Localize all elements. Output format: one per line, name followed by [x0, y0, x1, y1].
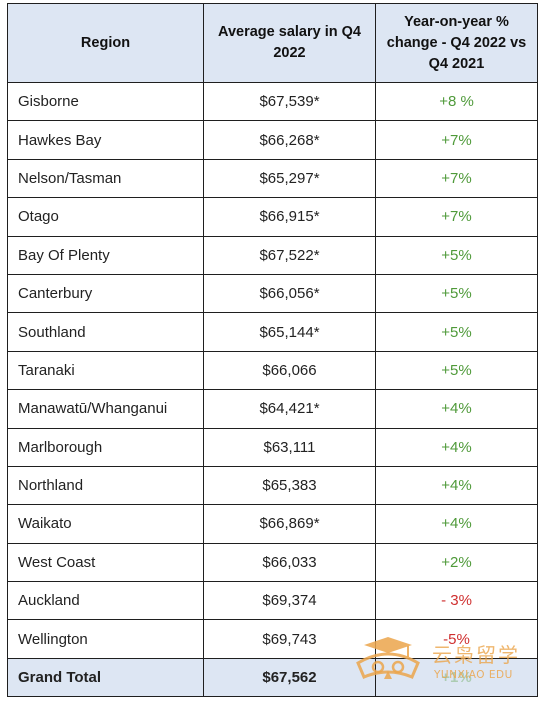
salary-cell: $65,144*	[203, 312, 376, 352]
table-row: Hawkes Bay $66,268* +7%	[7, 120, 538, 160]
table-row: Wellington $69,743 -5%	[7, 619, 538, 659]
salary-cell: $65,383	[203, 465, 376, 506]
change-cell: +7%	[375, 197, 538, 237]
change-cell: +7%	[375, 158, 538, 199]
table-row: West Coast $66,033 +2%	[7, 542, 538, 583]
salary-cell: $66,268*	[203, 120, 376, 160]
salary-table: Region Average salary in Q4 2022 Year-on…	[7, 3, 538, 697]
table-body: Gisborne $67,539* +8 % Hawkes Bay $66,268* +7…	[7, 81, 538, 659]
change-cell: -5%	[375, 619, 538, 659]
region-cell: Nelson/Tasman	[7, 158, 204, 199]
region-cell: Wellington	[7, 619, 204, 659]
table-row: Gisborne $67,539* +8 %	[7, 81, 538, 122]
region-cell: Otago	[7, 197, 204, 237]
total-change: +1%	[375, 657, 538, 697]
salary-cell: $66,915*	[203, 197, 376, 237]
table-row: Waikato $66,869* +4%	[7, 504, 538, 544]
change-cell: +5%	[375, 350, 538, 391]
change-cell: +8 %	[375, 81, 538, 122]
region-cell: West Coast	[7, 542, 204, 583]
region-cell: Canterbury	[7, 273, 204, 314]
change-cell: +4%	[375, 465, 538, 506]
salary-cell: $66,056*	[203, 273, 376, 314]
total-region: Grand Total	[7, 657, 204, 697]
table-header: Region Average salary in Q4 2022 Year-on…	[7, 3, 538, 83]
header-region: Region	[7, 3, 204, 83]
change-cell: +5%	[375, 273, 538, 314]
region-cell: Auckland	[7, 581, 204, 621]
header-salary: Average salary in Q4 2022	[203, 3, 376, 83]
region-cell: Manawatū/Whanganui	[7, 389, 204, 429]
salary-cell: $66,066	[203, 350, 376, 391]
salary-cell: $64,421*	[203, 389, 376, 429]
header-change: Year-on-year % change - Q4 2022 vs Q4 20…	[375, 3, 538, 83]
salary-cell: $67,539*	[203, 81, 376, 122]
table-row: Auckland $69,374- 3%	[7, 581, 538, 621]
change-cell: +4%	[375, 504, 538, 544]
salary-cell: $69,374	[203, 581, 376, 621]
salary-cell: $63,111	[203, 427, 376, 467]
region-cell: Taranaki	[7, 350, 204, 391]
salary-cell: $67,522*	[203, 235, 376, 275]
table-row: Otago $66,915* +7%	[7, 197, 538, 237]
grand-total-row: Grand Total $67,562 +1%	[7, 657, 538, 697]
table-row: Manawatū/Whanganui $64,421* +4%	[7, 389, 538, 429]
salary-cell: $66,033	[203, 542, 376, 583]
salary-cell: $65,297*	[203, 158, 376, 199]
table-row: Nelson/Tasman $65,297* +7%	[7, 158, 538, 199]
change-cell: +4%	[375, 389, 538, 429]
total-salary: $67,562	[203, 657, 376, 697]
table-row: Canterbury $66,056* +5%	[7, 273, 538, 314]
region-cell: Northland	[7, 465, 204, 506]
table-row: Marlborough $63,111 +4%	[7, 427, 538, 467]
region-cell: Waikato	[7, 504, 204, 544]
salary-cell: $66,869*	[203, 504, 376, 544]
table-row: Southland $65,144* +5%	[7, 312, 538, 352]
change-cell: +7%	[375, 120, 538, 160]
change-cell: - 3%	[375, 581, 538, 621]
change-cell: +4%	[375, 427, 538, 467]
change-cell: +5%	[375, 312, 538, 352]
region-cell: Southland	[7, 312, 204, 352]
salary-cell: $69,743	[203, 619, 376, 659]
region-cell: Gisborne	[7, 81, 204, 122]
region-cell: Marlborough	[7, 427, 204, 467]
change-cell: +5%	[375, 235, 538, 275]
region-cell: Hawkes Bay	[7, 120, 204, 160]
table-row: Northland $65,383 +4%	[7, 465, 538, 506]
region-cell: Bay Of Plenty	[7, 235, 204, 275]
table-row: Bay Of Plenty $67,522* +5%	[7, 235, 538, 275]
change-cell: +2%	[375, 542, 538, 583]
table-row: Taranaki $66,066 +5%	[7, 350, 538, 391]
